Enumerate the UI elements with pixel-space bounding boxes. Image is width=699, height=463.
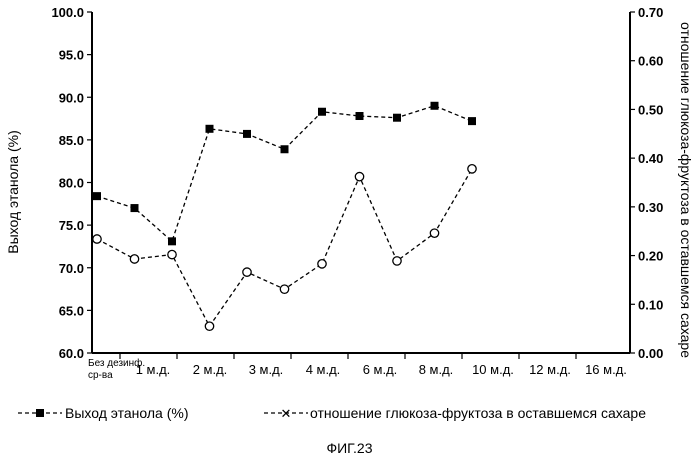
legend-cross-marker-icon: ✕ [281,406,292,421]
right-axis-tick-label: 0.50 [638,102,663,117]
ethanol-yield-line [97,106,472,242]
category-label: 1 м.д. [136,362,171,377]
ethanol-yield-point [468,117,476,125]
legend: Выход этанола (%) ✕ отношение глюкоза-фр… [18,405,646,421]
left-axis-tick-label: 60.0 [59,346,84,361]
ratio-point [168,250,176,258]
ratio-point [130,255,138,263]
ratio-point [280,285,288,293]
ratio-point [468,165,476,173]
ratio-point [318,260,326,268]
category-label: 12 м.д. [529,362,571,377]
category-label: 8 м.д. [419,362,454,377]
right-axis-tick-label: 0.40 [638,151,663,166]
series-ethanol-yield [93,102,476,246]
category-label: 4 м.д. [306,362,341,377]
ethanol-yield-point [281,145,289,153]
right-axis-tick-label: 0.20 [638,249,663,264]
ratio-point [430,229,438,237]
chart-axes [92,12,630,359]
ethanol-yield-point [393,114,401,122]
right-axis-tick-label: 0.30 [638,200,663,215]
ratio-point [93,235,101,243]
right-axis-ticks: 0.00 0.10 0.20 0.30 0.40 0.50 0.60 0.70 [630,5,663,361]
ratio-point [393,257,401,265]
legend-square-marker-icon [36,409,44,417]
ratio-point [355,172,363,180]
ethanol-yield-point [431,102,439,110]
category-label: 3 м.д. [249,362,284,377]
category-labels: Без дезинф.ср-ва1 м.д.2 м.д.3 м.д.4 м.д.… [88,357,627,381]
legend-label-ratio: отношение глюкоза-фруктоза в оставшемся … [310,405,646,421]
ethanol-yield-point [318,108,326,116]
series-glucose-fructose-ratio [93,165,476,331]
ethanol-yield-point [243,130,251,138]
left-axis-ticks: 60.0 65.0 70.0 75.0 80.0 85.0 90.0 95.0 100.0 [51,5,92,361]
ethanol-yield-point [356,112,364,120]
left-axis-title: Выход этанола (%) [5,130,21,253]
ethanol-yield-point [131,204,139,212]
left-axis-tick-label: 75.0 [59,218,84,233]
category-label: 10 м.д. [472,362,514,377]
left-axis-tick-label: 100.0 [51,5,84,20]
category-label: 2 м.д. [193,362,228,377]
ethanol-yield-point [206,125,214,133]
category-label-cont: ср-ва [88,370,113,381]
left-axis-tick-label: 85.0 [59,133,84,148]
ethanol-yield-point [93,192,101,200]
right-axis-tick-label: 0.70 [638,5,663,20]
left-axis-tick-label: 90.0 [59,90,84,105]
figure-label: ФИГ.23 [0,440,699,456]
category-label: 16 м.д. [585,362,627,377]
ethanol-yield-point [168,237,176,245]
right-axis-tick-label: 0.10 [638,297,663,312]
ratio-point [243,268,251,276]
right-axis-title: отношение глюкоза-фруктоза в оставшемся … [678,22,694,358]
ratio-point [205,322,213,330]
right-axis-tick-label: 0.60 [638,54,663,69]
category-label: 6 м.д. [363,362,398,377]
right-axis-tick-label: 0.00 [638,346,663,361]
ratio-line [97,169,472,326]
left-axis-tick-label: 95.0 [59,48,84,63]
left-axis-tick-label: 65.0 [59,303,84,318]
left-axis-tick-label: 80.0 [59,176,84,191]
left-axis-tick-label: 70.0 [59,261,84,276]
legend-label-ethanol: Выход этанола (%) [65,405,188,421]
